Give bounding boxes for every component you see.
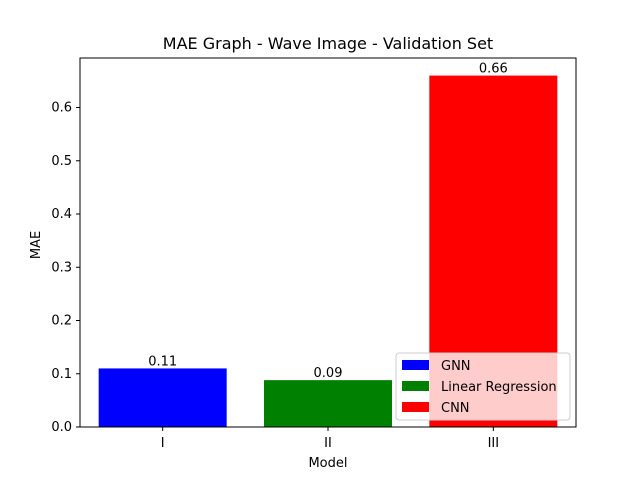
y-tick-label: 0.3: [51, 260, 72, 275]
legend-box: [395, 352, 571, 421]
legend-swatch: [402, 360, 429, 370]
legend-entry: GNN: [441, 359, 471, 374]
axes-layer: 0.00.10.20.30.40.50.6I II III: [51, 57, 577, 451]
x-tick-label: I: [161, 436, 165, 451]
legend-swatch: [402, 381, 429, 391]
y-axis-label: MAE: [29, 231, 44, 259]
bar-linear-regression: [264, 380, 392, 427]
data-label: 0.09: [314, 366, 343, 381]
data-labels-layer: 0.11 0.09 0.66: [148, 62, 508, 382]
x-axis-label: Model: [308, 456, 347, 471]
y-tick-label: 0.6: [51, 101, 72, 116]
y-tick-label: 0.0: [51, 420, 72, 435]
chart-title: MAE Graph - Wave Image - Validation Set: [163, 34, 493, 53]
legend-swatch: [402, 402, 429, 412]
x-tick-label: III: [488, 436, 500, 451]
x-tick-label: II: [324, 436, 332, 451]
legend-entry: CNN: [441, 401, 470, 416]
bar-gnn: [98, 368, 227, 427]
y-tick-label: 0.1: [51, 367, 72, 382]
data-label: 0.66: [479, 62, 508, 77]
data-label: 0.11: [148, 354, 177, 369]
y-tick-label: 0.4: [51, 207, 72, 222]
y-tick-label: 0.2: [51, 314, 72, 329]
legend-entry: Linear Regression: [441, 380, 557, 395]
y-tick-label: 0.5: [51, 154, 72, 169]
legend: GNN Linear Regression CNN: [395, 352, 571, 421]
